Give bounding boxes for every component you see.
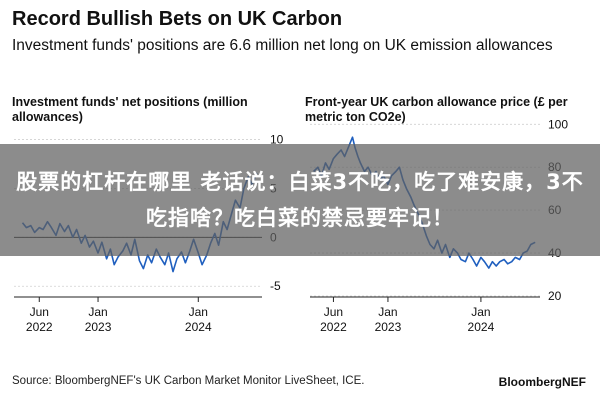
positions-y-tick-label: 10 xyxy=(270,133,284,147)
positions-chart-title: Investment funds' net positions (million… xyxy=(12,95,248,124)
positions-x-tick-year: 2024 xyxy=(185,320,212,334)
positions-x-tick-year: 2023 xyxy=(85,320,112,334)
positions-x-tick-year: 2022 xyxy=(26,320,53,334)
positions-x-tick-label: Jan xyxy=(88,305,107,319)
overlay-banner: 股票的杠杆在哪里 老话说：白菜3不吃，吃了难安康，3不吃指啥？吃白菜的禁忌要牢记… xyxy=(0,144,600,256)
positions-x-tick-label: Jan xyxy=(189,305,208,319)
overlay-text: 股票的杠杆在哪里 老话说：白菜3不吃，吃了难安康，3不吃指啥？吃白菜的禁忌要牢记… xyxy=(16,170,584,230)
price-x-tick-year: 2023 xyxy=(375,320,402,334)
price-y-tick-label: 100 xyxy=(548,117,568,131)
price-x-tick-year: 2022 xyxy=(320,320,347,334)
price-x-tick-label: Jun xyxy=(324,305,343,319)
price-x-tick-label: Jan xyxy=(378,305,397,319)
positions-x-tick-label: Jun xyxy=(30,305,49,319)
headline: Record Bullish Bets on UK Carbon xyxy=(12,8,343,30)
brand-logo: BloombergNEF xyxy=(498,375,586,389)
price-x-tick-year: 2024 xyxy=(468,320,495,334)
source-note: Source: BloombergNEF's UK Carbon Market … xyxy=(12,375,365,387)
positions-y-tick-label: -5 xyxy=(270,279,281,293)
price-chart-title: Front-year UK carbon allowance price (£ … xyxy=(305,95,568,124)
price-x-tick-label: Jan xyxy=(471,305,490,319)
subhead: Investment funds' positions are 6.6 mill… xyxy=(12,37,553,54)
price-y-tick-label: 20 xyxy=(548,289,562,303)
